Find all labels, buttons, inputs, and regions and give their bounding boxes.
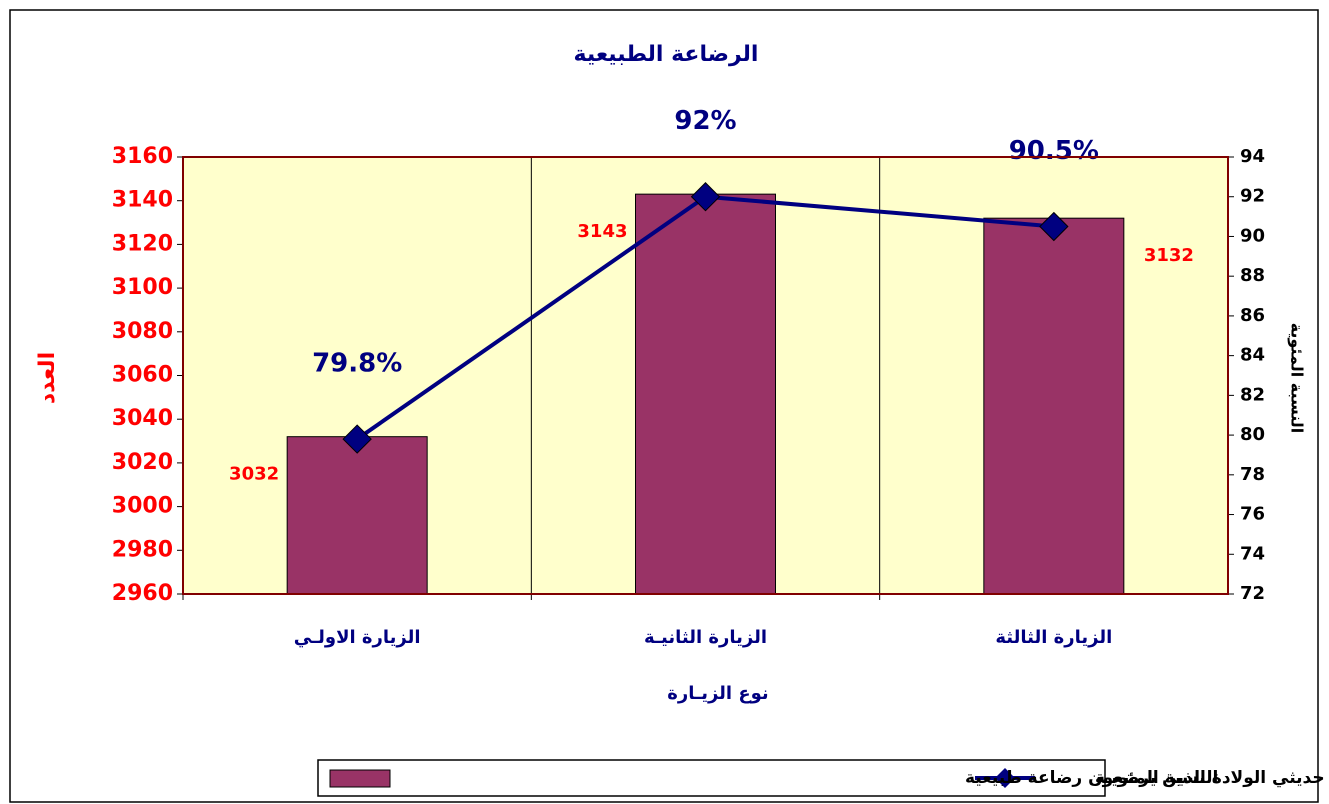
bar [286,436,428,595]
y2-tick-label: 82 [1240,384,1265,405]
y-tick-label: 3120 [112,231,173,256]
y2-tick-label: 80 [1240,424,1265,445]
line-marker [690,182,721,212]
y-tick-label: 2980 [112,537,173,562]
legend-marker [995,768,1015,788]
y2-tick-label: 94 [1240,146,1265,167]
bar-value-label: 3143 [577,221,627,242]
y-axis-label: العدد [35,352,60,404]
y2-tick-label: 86 [1240,305,1265,326]
y2-tick-label: 88 [1240,265,1265,286]
y2-tick-label: 72 [1240,583,1265,604]
y-tick-label: 3040 [112,406,173,431]
y2-tick-label: 84 [1240,345,1265,366]
y-tick-label: 3020 [112,450,173,475]
bar [635,193,776,595]
legend-label: عدد حديثي الولادة الذين يرضعون رضاعة طبي… [965,768,1329,788]
chart-title: الرضاعة الطبيعية [574,42,759,67]
bar-value-label: 3132 [1144,245,1194,266]
legend-label: النسبة المئويـة [1095,768,1218,788]
legend-box [317,759,1106,797]
y-tick-label: 3000 [112,494,173,519]
x-axis-label: نوع الزيـارة [667,683,768,704]
y2-tick-label: 90 [1240,225,1265,246]
y2-tick-label: 78 [1240,464,1265,485]
line-value-label: 90.5% [1009,136,1099,166]
y-tick-label: 3080 [112,319,173,344]
y2-axis-label: النسبة المئوية [1288,323,1307,434]
y-tick-label: 3060 [112,363,173,388]
x-tick-label: الزيارة الثانيـة [644,627,767,648]
x-tick-label: الزيارة الثالثة [995,627,1112,648]
bar-value-label: 3032 [229,464,279,485]
legend-swatch [329,769,391,788]
bar [983,217,1125,595]
y-tick-label: 3160 [112,144,173,169]
y-tick-label: 3140 [112,188,173,213]
y-tick-label: 3100 [112,275,173,300]
y2-tick-label: 76 [1240,504,1265,525]
line-marker [342,424,372,454]
y2-tick-label: 92 [1240,186,1265,207]
x-tick-label: الزيارة الاولـي [294,627,421,648]
y-tick-label: 2960 [112,581,173,606]
y2-tick-label: 74 [1240,543,1265,564]
line-value-label: 92% [674,106,736,136]
line-value-label: 79.8% [312,349,402,379]
line-marker [1039,211,1069,242]
plot-border [182,156,1229,595]
